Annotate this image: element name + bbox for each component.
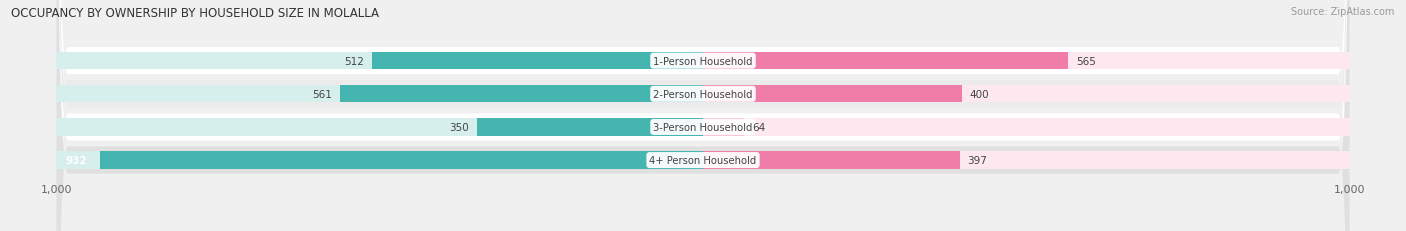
Bar <box>703 86 1350 103</box>
FancyBboxPatch shape <box>56 0 1350 231</box>
Bar <box>56 86 703 103</box>
Text: 64: 64 <box>752 122 765 132</box>
Text: 350: 350 <box>449 122 468 132</box>
Bar <box>703 86 962 103</box>
Bar <box>371 53 703 70</box>
Text: OCCUPANCY BY OWNERSHIP BY HOUSEHOLD SIZE IN MOLALLA: OCCUPANCY BY OWNERSHIP BY HOUSEHOLD SIZE… <box>11 7 380 20</box>
Bar <box>477 119 703 136</box>
Bar <box>703 53 1350 70</box>
Text: 3-Person Household: 3-Person Household <box>654 122 752 132</box>
Bar <box>56 53 703 70</box>
Bar <box>703 152 960 169</box>
Bar <box>56 119 703 136</box>
Text: 512: 512 <box>344 56 364 66</box>
Text: Source: ZipAtlas.com: Source: ZipAtlas.com <box>1291 7 1395 17</box>
Text: 1-Person Household: 1-Person Household <box>654 56 752 66</box>
Bar <box>703 119 1350 136</box>
FancyBboxPatch shape <box>56 0 1350 231</box>
Text: 397: 397 <box>967 155 987 165</box>
Text: 400: 400 <box>970 89 988 99</box>
Bar <box>703 152 1350 169</box>
FancyBboxPatch shape <box>56 0 1350 231</box>
Bar <box>100 152 703 169</box>
Text: 932: 932 <box>66 155 87 165</box>
Bar <box>703 119 744 136</box>
Bar <box>56 152 703 169</box>
Bar <box>340 86 703 103</box>
Text: 561: 561 <box>312 89 332 99</box>
Text: 4+ Person Household: 4+ Person Household <box>650 155 756 165</box>
FancyBboxPatch shape <box>56 0 1350 231</box>
Text: 2-Person Household: 2-Person Household <box>654 89 752 99</box>
Text: 565: 565 <box>1076 56 1097 66</box>
Bar <box>703 53 1069 70</box>
